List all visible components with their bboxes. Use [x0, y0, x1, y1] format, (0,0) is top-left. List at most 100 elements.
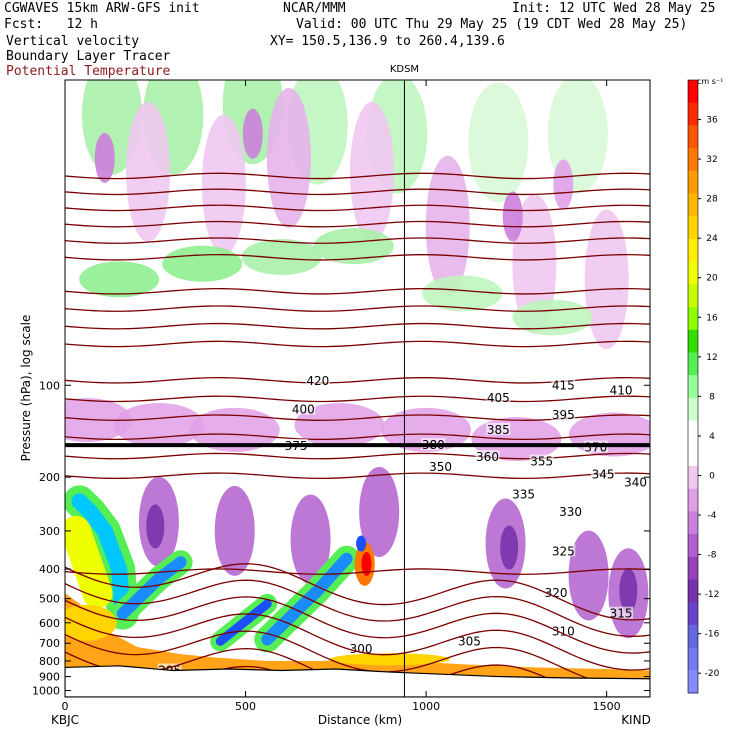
axes: 0 500 1000 15001002003004005006007008009001… — [32, 80, 650, 713]
velocity-cell — [189, 407, 280, 452]
org-label: NCAR/MMM — [283, 1, 346, 16]
velocity-cell — [553, 159, 574, 210]
theta-contour-line — [65, 287, 650, 295]
theta-contour-line — [65, 579, 650, 637]
colorbar-swatch — [688, 670, 698, 694]
colorbar-label: -4 — [708, 511, 717, 521]
theta-label-bg — [609, 383, 634, 396]
theta-label-bg — [609, 606, 634, 619]
velocity-cell — [584, 209, 629, 350]
velocity-cell — [512, 193, 557, 334]
colorbar-swatch — [688, 647, 698, 671]
updraft-plume — [215, 599, 272, 646]
colorbar-swatch — [688, 125, 698, 149]
colorbar-swatch — [688, 329, 698, 353]
right-station-label: KIND — [621, 713, 651, 727]
theta-label-bg — [305, 374, 330, 387]
theta-contour-label: 395 — [552, 408, 575, 422]
velocity-cell — [201, 114, 246, 255]
theta-contour-label: 300 — [350, 642, 373, 656]
theta-label-bg — [428, 459, 453, 472]
theta-contour-line — [65, 254, 650, 261]
updraft-plume — [261, 552, 353, 646]
x-tick-label: 1000 — [412, 700, 440, 713]
velocity-cell — [359, 466, 400, 557]
y-tick-label: 100 — [39, 379, 60, 392]
y-tick-label: 200 — [39, 471, 60, 484]
theta-label-bg — [558, 504, 583, 517]
theta-contour-label: 415 — [552, 378, 575, 392]
colorbar-swatch — [688, 397, 698, 422]
colorbar-swatch — [688, 261, 698, 285]
colorbar-label: 24 — [706, 234, 718, 244]
theta-contour-line — [65, 188, 650, 196]
y-tick-label: 1000 — [32, 685, 60, 698]
x-tick-label: 1500 — [593, 700, 621, 713]
theta-contour-line — [65, 472, 650, 480]
theta-contour-label: 410 — [610, 383, 633, 397]
model-title: CGWAVES 15km ARW-GFS init — [4, 1, 200, 16]
velocity-cell — [502, 191, 523, 242]
updraft-plume — [116, 556, 187, 620]
vertical-velocity-shading — [65, 80, 650, 697]
theta-contour-label: 400 — [292, 402, 315, 416]
velocity-cell — [162, 245, 243, 282]
theta-label-bg — [475, 450, 500, 463]
colorbar-label: -20 — [705, 669, 720, 679]
plot-frame — [64, 79, 651, 698]
theta-contour-label: 325 — [552, 544, 575, 558]
theta-label-bg — [551, 378, 576, 391]
theta-label-bg — [486, 390, 511, 403]
theta-contour-label: 405 — [487, 391, 510, 405]
y-tick-label: 300 — [39, 525, 60, 538]
velocity-cell — [113, 403, 204, 448]
x-tick-label: 0 — [62, 700, 69, 713]
theta-contour-line — [65, 220, 650, 228]
theta-contour-line — [65, 305, 650, 312]
colorbar-swatch — [688, 602, 698, 626]
updraft-plume — [71, 493, 131, 622]
colorbar-label: 20 — [706, 274, 718, 284]
velocity-cell — [94, 132, 115, 183]
colorbar-swatch — [688, 465, 698, 490]
theta-contour-label: 330 — [559, 505, 582, 519]
y-tick-label: 600 — [39, 617, 60, 630]
y-tick-label: 900 — [39, 671, 60, 684]
updraft-plume — [65, 515, 113, 609]
velocity-cell — [381, 407, 472, 452]
field-potential-temperature: Potential Temperature — [6, 64, 171, 79]
theta-contour-label: 370 — [584, 441, 607, 455]
theta-contour-line — [65, 433, 650, 441]
colorbar-label: 28 — [706, 195, 718, 205]
colorbar-swatch — [688, 624, 698, 649]
velocity-cell — [146, 504, 165, 549]
theta-label-bg — [291, 402, 316, 415]
y-tick-label: 500 — [39, 593, 60, 606]
colorbar-swatch — [688, 307, 698, 331]
theta-contour-label: 420 — [306, 374, 329, 388]
y-tick-label: 800 — [39, 655, 60, 668]
theta-contour-line — [65, 322, 650, 330]
velocity-cell — [126, 101, 171, 242]
velocity-cell — [361, 551, 372, 576]
theta-contour-line — [65, 237, 650, 244]
velocity-cell — [356, 535, 367, 552]
theta-contour-line — [65, 172, 650, 180]
velocity-cell — [266, 87, 311, 228]
colorbar-swatch — [688, 170, 698, 195]
velocity-cell — [214, 485, 255, 576]
theta-label-bg — [591, 467, 616, 480]
colorbar-swatch — [688, 148, 698, 172]
colorbar-swatch — [688, 375, 698, 399]
colorbar-swatch — [688, 80, 698, 104]
velocity-cell — [242, 108, 263, 159]
theta-label-bg — [551, 407, 576, 420]
velocity-cell — [330, 653, 450, 666]
theta-label-bg — [457, 634, 482, 647]
velocity-cell — [619, 568, 638, 613]
field-vertical-velocity: Vertical velocity — [6, 34, 140, 49]
colorbar-label: 8 — [709, 392, 715, 402]
theta-contour-line — [65, 630, 650, 688]
velocity-cell — [568, 530, 609, 621]
